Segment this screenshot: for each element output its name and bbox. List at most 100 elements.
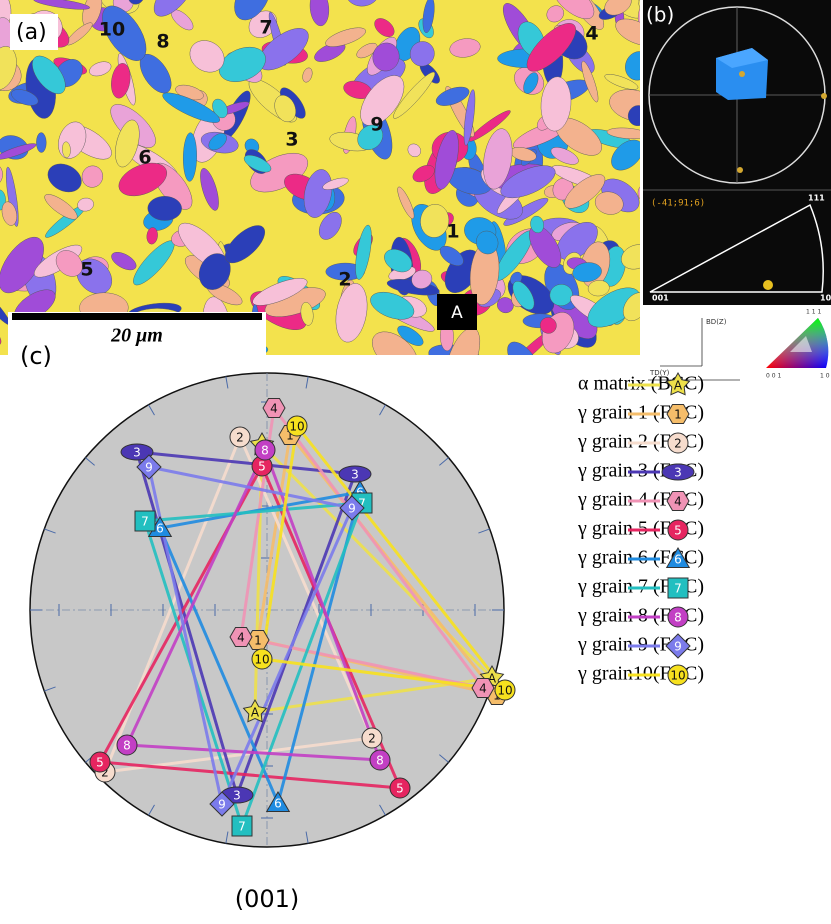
marker-label: A — [251, 706, 260, 720]
grain — [463, 89, 476, 146]
grain — [637, 183, 640, 203]
grain-label: 2 — [338, 269, 351, 291]
marker-label: 8 — [376, 754, 384, 768]
grain — [550, 147, 579, 165]
grain — [224, 225, 266, 264]
marker-label: 9 — [348, 502, 356, 516]
grain — [355, 224, 372, 280]
grain — [309, 0, 330, 27]
marker — [667, 664, 689, 686]
grain — [128, 0, 145, 5]
grain — [551, 0, 595, 20]
marker-label: 3 — [233, 789, 241, 803]
grain — [434, 130, 459, 190]
grain-label: 9 — [370, 114, 383, 136]
grain-label: 8 — [156, 31, 169, 53]
grain — [162, 92, 221, 123]
grain — [439, 245, 464, 266]
grain — [621, 244, 640, 270]
grain — [587, 280, 610, 297]
marker-label: 10 — [497, 684, 512, 698]
grain — [47, 163, 82, 193]
grain — [594, 191, 624, 215]
grain — [102, 5, 147, 61]
axis-label: BD(Z) — [706, 318, 727, 326]
grain — [411, 269, 433, 289]
marker-label: 5 — [96, 756, 104, 770]
marker — [666, 404, 690, 424]
grain — [435, 86, 470, 106]
grain — [252, 278, 308, 306]
rim-tick — [305, 376, 309, 389]
marker-label: 7 — [238, 820, 246, 834]
grain — [497, 297, 514, 314]
marker-label: 4 — [674, 495, 682, 509]
cube-face — [716, 48, 768, 68]
grain — [564, 174, 606, 209]
pole-dot — [821, 93, 827, 99]
pole-triangle — [239, 404, 487, 691]
euler-label: (-41;91;6) — [651, 199, 705, 209]
grain — [218, 46, 266, 83]
grain — [360, 75, 405, 126]
grain — [606, 127, 640, 139]
grain — [198, 253, 231, 290]
pole-dot — [739, 71, 745, 77]
marker — [209, 791, 235, 817]
marker — [286, 415, 308, 437]
grain-label: 1 — [446, 221, 459, 243]
marker-label: 10 — [289, 420, 304, 434]
grain — [357, 124, 384, 151]
grain — [507, 341, 540, 355]
grain — [611, 139, 640, 171]
grain — [183, 132, 197, 182]
marker — [134, 510, 156, 532]
grain — [0, 324, 2, 346]
label-box — [10, 14, 58, 50]
grain — [77, 197, 94, 212]
grain — [637, 1, 640, 36]
grain — [234, 0, 271, 21]
marker-label: 6 — [274, 797, 282, 811]
marker-label: 4 — [237, 631, 245, 645]
grain — [322, 177, 349, 190]
pole-triangle — [147, 465, 355, 809]
grain — [153, 0, 195, 17]
rim-tick — [225, 376, 229, 389]
axis-label: TD(Y) — [649, 369, 670, 377]
panel-label: (a) — [16, 20, 47, 45]
marker-label: 3 — [133, 446, 141, 460]
grain — [393, 71, 436, 119]
grain — [546, 5, 564, 23]
grain — [587, 287, 640, 328]
marker-label: 2 — [674, 437, 682, 451]
grain — [62, 141, 71, 158]
pole-triangle — [124, 446, 383, 762]
grain — [581, 60, 599, 103]
rim-tick — [478, 528, 490, 534]
grain — [372, 42, 400, 72]
marker — [262, 398, 286, 418]
marker-label: 9 — [674, 640, 682, 654]
grain — [409, 41, 435, 67]
grain — [625, 51, 640, 81]
marker — [229, 426, 251, 448]
key-corner: 1 0 — [820, 373, 830, 380]
marker — [229, 627, 253, 647]
grain — [325, 27, 366, 47]
panel-label: (c) — [20, 342, 52, 370]
grain — [384, 249, 413, 273]
grain — [208, 133, 227, 151]
marker-label: 2 — [101, 766, 109, 780]
key-corner: 1 1 1 — [806, 309, 821, 316]
marker — [339, 495, 365, 521]
marker — [136, 454, 162, 480]
grain — [44, 194, 78, 220]
pole-figure: AAA111222333444555666777888999101010 — [29, 372, 516, 848]
marker-label: 8 — [674, 611, 682, 625]
grain-label: 6 — [138, 147, 151, 169]
scale-label: 20 μm — [110, 325, 163, 347]
color-key-center — [790, 336, 812, 352]
grain — [476, 230, 499, 255]
grain — [412, 165, 435, 183]
